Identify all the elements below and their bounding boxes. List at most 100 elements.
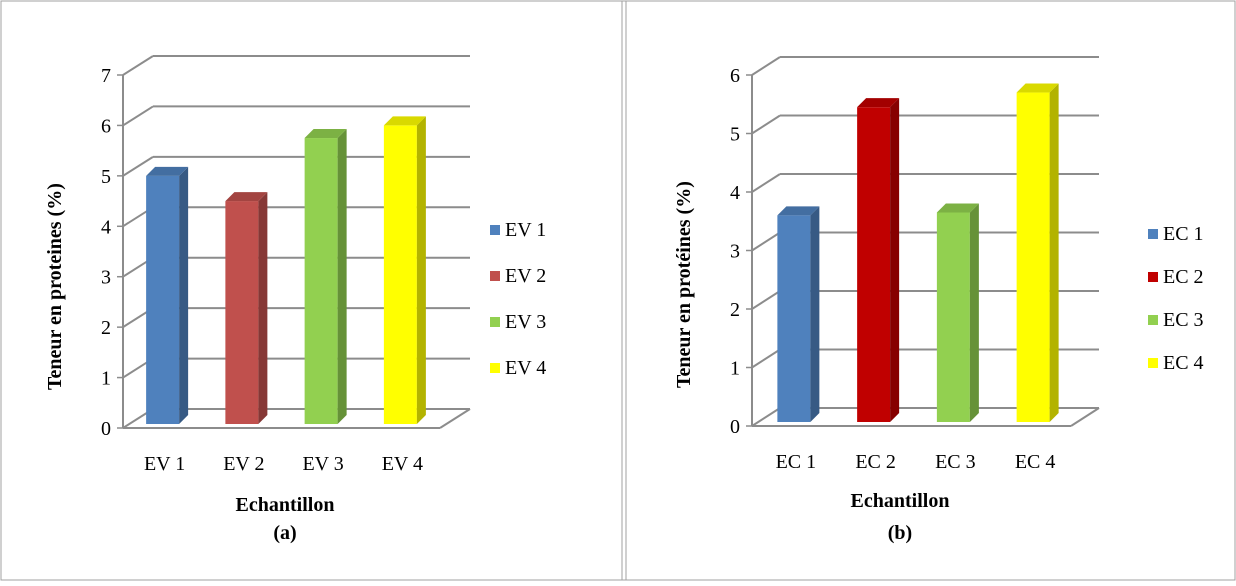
legend-swatch — [1148, 358, 1158, 368]
bar-top — [146, 166, 189, 176]
side-grid-line — [751, 173, 781, 193]
bar-top — [857, 98, 900, 108]
floor-right-edge — [1070, 407, 1100, 427]
x-tick-label: EC 1 — [776, 451, 817, 473]
y-tick-label: 3 — [730, 241, 740, 263]
bar-side — [1049, 83, 1059, 423]
bar-top — [777, 206, 820, 216]
legend-item: EC 4 — [1148, 353, 1204, 373]
side-grid-line — [751, 348, 781, 369]
bar-side — [969, 203, 979, 422]
legend-swatch — [490, 271, 500, 281]
legend-label: EV 1 — [505, 219, 547, 241]
x-tick-label: EC 4 — [1015, 451, 1056, 473]
bar-front — [1016, 92, 1050, 423]
bar-top — [383, 116, 426, 126]
side-grid-line — [122, 156, 154, 177]
bar — [383, 116, 426, 424]
bar — [857, 98, 900, 423]
legend-item: EV 2 — [490, 266, 546, 286]
bar — [146, 166, 189, 424]
chart-a-ylabel: Teneur en proteines (%) — [44, 183, 66, 390]
chart-b-caption: (b) — [887, 522, 913, 544]
bar — [225, 192, 268, 424]
bar-top — [304, 129, 347, 139]
bar-front — [936, 212, 970, 422]
bar — [304, 129, 347, 425]
x-tick-label: EC 3 — [935, 451, 976, 473]
chart-a-xlabel: Echantillon — [235, 494, 335, 516]
legend-swatch — [1148, 229, 1158, 239]
legend-label: EC 1 — [1163, 223, 1204, 245]
bar-front — [146, 175, 180, 424]
bar-top — [936, 203, 979, 213]
bar-front — [225, 201, 259, 424]
bar — [936, 203, 979, 422]
floor-right-edge — [439, 408, 471, 429]
y-tick-label: 1 — [730, 358, 740, 380]
y-tick-label: 2 — [730, 299, 740, 321]
y-tick-label: 6 — [730, 65, 740, 87]
y-tick-label: 0 — [730, 416, 740, 438]
side-grid-line — [122, 105, 154, 127]
y-tick-label: 3 — [101, 267, 111, 289]
bar-front — [383, 125, 417, 424]
legend-swatch — [1148, 315, 1158, 325]
bar-side — [179, 166, 189, 424]
legend-item: EC 3 — [1148, 310, 1204, 330]
x-tick-label: EV 2 — [223, 453, 264, 475]
y-tick-label: 1 — [101, 368, 111, 390]
legend-swatch — [1148, 272, 1158, 282]
chart-panel-a: 0 1 2 3 4 5 6 7 EV 1 EV 2 EV 3 EV 4 Teneur en prote… — [0, 0, 621, 581]
legend-label: EV 3 — [505, 311, 547, 333]
legend-label: EV 2 — [505, 265, 547, 287]
legend-item: EC 1 — [1148, 224, 1204, 244]
x-tick-label: EV 4 — [382, 453, 423, 475]
legend-label: EC 2 — [1163, 266, 1204, 288]
y-tick-label: 5 — [730, 124, 740, 146]
bar-side — [890, 98, 900, 423]
legend-item: EV 4 — [490, 358, 546, 378]
chart-a-caption: (a) — [273, 522, 297, 544]
bar — [777, 206, 820, 422]
bar-side — [337, 129, 347, 425]
bar-front — [304, 138, 338, 425]
bar-top — [225, 192, 268, 202]
legend-item: EV 1 — [490, 220, 546, 240]
y-tick-label: 2 — [101, 317, 111, 339]
x-tick-label: EV 3 — [302, 453, 343, 475]
y-tick-label: 6 — [101, 115, 111, 137]
y-tick-label: 4 — [730, 182, 740, 204]
chart-b-plot: 0 1 2 3 4 5 6 EC 1 EC 2 EC 3 EC 4 — [730, 56, 1100, 473]
legend-swatch — [490, 363, 500, 373]
side-grid-line — [751, 231, 781, 252]
legend-item: EC 2 — [1148, 267, 1204, 287]
side-grid-line — [751, 407, 781, 427]
y-tick-label: 5 — [101, 166, 111, 188]
bar-front — [857, 107, 891, 423]
bar-side — [258, 192, 268, 424]
side-grid-line — [751, 290, 781, 310]
chart-a-plot: 0 1 2 3 4 5 6 7 EV 1 EV 2 EV 3 EV 4 — [101, 55, 471, 475]
legend-label: EC 4 — [1163, 352, 1204, 374]
y-tick-label: 4 — [101, 216, 111, 238]
chart-b-ylabel: Teneur en protéines (%) — [673, 181, 695, 388]
y-tick-label: 7 — [101, 65, 111, 87]
bar-front — [777, 215, 811, 422]
bar-top — [1016, 83, 1059, 93]
chart-b-xlabel: Echantillon — [850, 490, 950, 512]
y-tick-label: 0 — [101, 418, 111, 440]
legend-label: EC 3 — [1163, 309, 1204, 331]
x-tick-label: EC 2 — [855, 451, 896, 473]
legend-label: EV 4 — [505, 357, 547, 379]
side-grid-line — [751, 56, 781, 76]
bar-side — [810, 206, 820, 422]
bar-side — [416, 116, 426, 424]
legend-swatch — [490, 317, 500, 327]
legend-item: EV 3 — [490, 312, 546, 332]
side-grid-line — [122, 55, 154, 76]
bar — [1016, 83, 1059, 423]
chart-panel-b: 0 1 2 3 4 5 6 EC 1 EC 2 EC 3 EC 4 Teneur en protéi… — [627, 0, 1236, 581]
